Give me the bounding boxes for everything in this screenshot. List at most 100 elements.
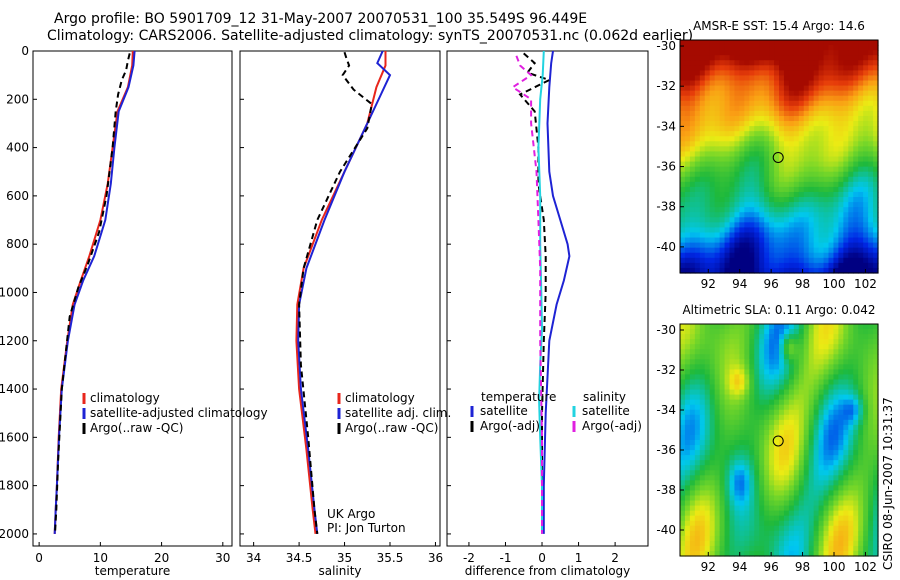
- heatmap-cell: [769, 181, 775, 188]
- heatmap-cell: [680, 176, 686, 183]
- heatmap-cell: [694, 222, 701, 229]
- heatmap-cell: [853, 475, 859, 481]
- heatmap-cell: [764, 242, 770, 249]
- heatmap-cell: [788, 495, 795, 502]
- heatmap-cell: [838, 470, 844, 476]
- heatmap-cell: [744, 490, 750, 497]
- heatmap-cell: [764, 207, 770, 213]
- heatmap-cell: [724, 414, 731, 421]
- heatmap-cell: [823, 419, 830, 426]
- heatmap-cell: [833, 176, 839, 183]
- heatmap-cell: [769, 222, 775, 229]
- heatmap-cell: [779, 45, 785, 51]
- heatmap-cell: [689, 505, 696, 512]
- heatmap-cell: [838, 490, 844, 497]
- heatmap-cell: [699, 237, 706, 244]
- heatmap-cell: [719, 65, 726, 71]
- heatmap-cell: [699, 510, 706, 517]
- heatmap-cell: [729, 505, 736, 512]
- heatmap-cell: [828, 237, 835, 244]
- heatmap-cell: [714, 515, 721, 522]
- heatmap-cell: [764, 100, 770, 107]
- heatmap-cell: [863, 525, 869, 532]
- x-tick-label: 10: [93, 551, 108, 565]
- heatmap-cell: [848, 364, 854, 370]
- heatmap-cell: [684, 95, 691, 102]
- heatmap-cell: [724, 495, 731, 502]
- heatmap-cell: [848, 359, 854, 365]
- heatmap-cell: [694, 176, 701, 183]
- heatmap-cell: [714, 267, 721, 274]
- heatmap-cell: [848, 455, 854, 461]
- heatmap-cell: [808, 45, 815, 51]
- heatmap-cell: [838, 60, 844, 66]
- heatmap-cell: [868, 379, 874, 386]
- heatmap-cell: [714, 141, 721, 147]
- heatmap-cell: [813, 530, 820, 537]
- heatmap-cell: [769, 359, 775, 365]
- heatmap-cell: [833, 374, 839, 381]
- heatmap-cell: [714, 490, 721, 497]
- heatmap-cell: [769, 429, 775, 436]
- heatmap-cell: [863, 379, 869, 386]
- heatmap-cell: [749, 460, 755, 466]
- heatmap-cell: [863, 389, 869, 396]
- heatmap-cell: [709, 70, 716, 77]
- heatmap-cell: [828, 227, 835, 234]
- legend-entry: satellite: [480, 404, 528, 418]
- heatmap-cell: [873, 364, 879, 370]
- heatmap-cell: [704, 191, 711, 198]
- heatmap-cell: [684, 197, 691, 203]
- heatmap-cell: [759, 166, 765, 173]
- heatmap-cell: [798, 50, 805, 56]
- heatmap-cell: [774, 262, 780, 269]
- heatmap-cell: [843, 166, 849, 173]
- heatmap-cell: [689, 45, 696, 51]
- heatmap-cell: [788, 545, 795, 552]
- heatmap-cell: [873, 156, 879, 163]
- heatmap-cell: [739, 115, 745, 122]
- map-x-tick-label: 102: [854, 560, 877, 574]
- heatmap-cell: [744, 399, 750, 406]
- heatmap-cell: [744, 359, 750, 365]
- heatmap-cell: [680, 70, 686, 77]
- heatmap-cell: [684, 232, 691, 239]
- heatmap-cell: [684, 359, 691, 365]
- heatmap-cell: [714, 419, 721, 426]
- heatmap-cell: [769, 540, 775, 547]
- heatmap-cell: [823, 227, 830, 234]
- heatmap-cell: [838, 465, 844, 471]
- heatmap-cell: [823, 404, 830, 411]
- heatmap-cell: [853, 121, 859, 127]
- heatmap-cell: [734, 45, 740, 51]
- heatmap-cell: [729, 126, 736, 132]
- heatmap-cell: [803, 545, 810, 552]
- heatmap-cell: [734, 121, 740, 127]
- heatmap-cell: [759, 445, 765, 451]
- heatmap-cell: [853, 324, 859, 330]
- heatmap-cell: [734, 369, 740, 376]
- heatmap-cell: [739, 95, 745, 102]
- heatmap-cell: [858, 232, 864, 239]
- heatmap-cell: [779, 110, 785, 117]
- heatmap-cell: [823, 480, 830, 486]
- heatmap-cell: [863, 110, 869, 117]
- heatmap-cell: [744, 252, 750, 259]
- heatmap-cell: [719, 186, 726, 193]
- heatmap-cell: [749, 495, 755, 502]
- heatmap-cell: [853, 525, 859, 532]
- heatmap-cell: [759, 186, 765, 193]
- heatmap-cell: [739, 110, 745, 117]
- heatmap-cell: [764, 262, 770, 269]
- heatmap-cell: [769, 394, 775, 401]
- heatmap-cell: [858, 100, 864, 107]
- heatmap-cell: [779, 242, 785, 249]
- heatmap-cell: [848, 535, 854, 542]
- heatmap-cell: [744, 207, 750, 213]
- heatmap-cell: [714, 374, 721, 381]
- heatmap-cell: [689, 359, 696, 365]
- heatmap-cell: [848, 166, 854, 173]
- heatmap-cell: [863, 364, 869, 370]
- heatmap-cell: [724, 329, 731, 335]
- heatmap-cell: [759, 394, 765, 401]
